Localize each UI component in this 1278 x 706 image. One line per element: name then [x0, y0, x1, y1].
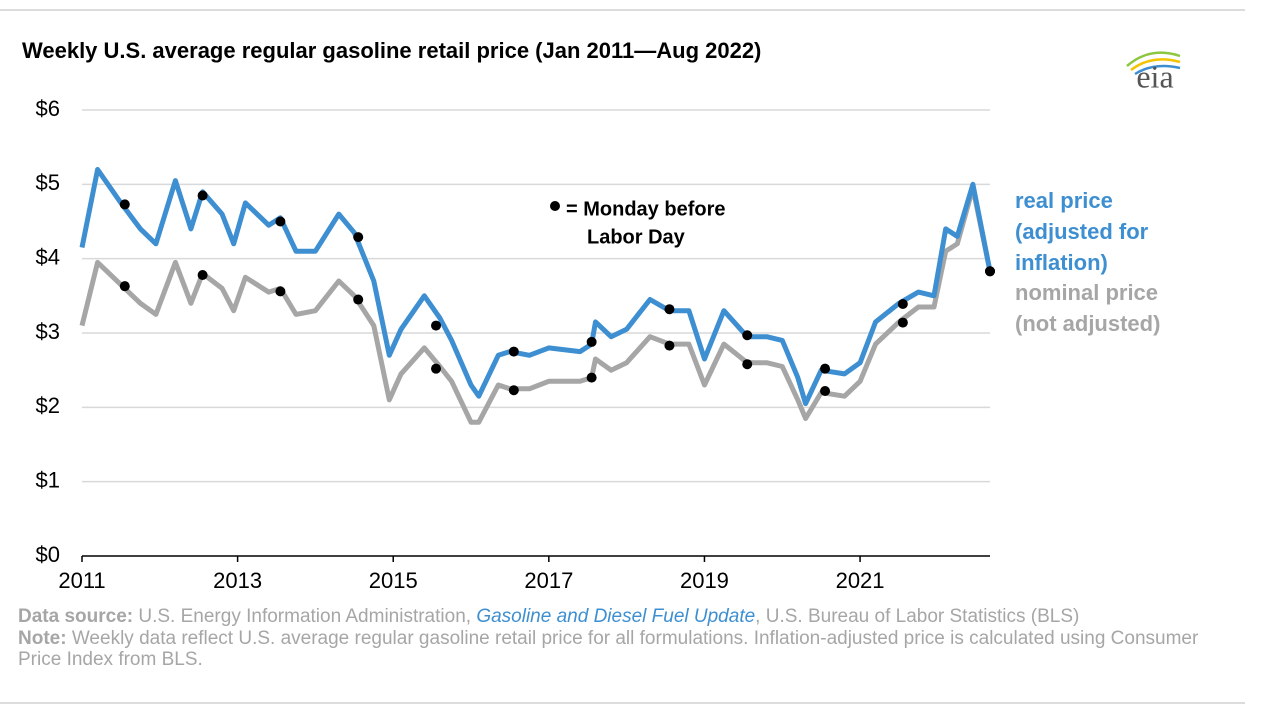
labor-day-marker: [742, 330, 753, 341]
labor-day-marker: [119, 281, 130, 292]
x-tick-label: 2015: [369, 568, 418, 593]
labor-day-marker: [431, 320, 442, 331]
y-tick-label: $4: [36, 244, 60, 269]
labor-day-marker: [508, 346, 519, 357]
labor-day-marker: [431, 363, 442, 374]
labor-day-marker: [353, 232, 364, 243]
labor-day-marker: [664, 340, 675, 351]
y-tick-label: $3: [36, 319, 60, 344]
labor-day-marker: [820, 363, 831, 374]
source: Data source: U.S. Energy Information Adm…: [18, 606, 1228, 628]
labor-day-marker: [742, 359, 753, 370]
logo-arc: [1134, 64, 1181, 76]
x-tick-label: 2021: [836, 568, 885, 593]
logo-arc: [1126, 51, 1181, 67]
labor-day-marker: [508, 385, 519, 396]
x-tick-label: 2017: [524, 568, 573, 593]
annotation: = Monday before: [566, 198, 725, 220]
labor-day-marker: [897, 299, 908, 310]
y-tick-label: $5: [36, 170, 60, 195]
labor-day-marker: [664, 304, 675, 315]
series-line: [79, 167, 993, 407]
annotation: Labor Day: [587, 226, 686, 248]
labor-day-marker: [985, 266, 995, 277]
legend-real: real price (adjusted for inflation): [1015, 188, 1149, 275]
logo-arc: [1130, 58, 1181, 72]
labor-day-marker: [897, 317, 908, 328]
y-tick-label: $6: [36, 96, 60, 121]
source-link[interactable]: Gasoline and Diesel Fuel Update: [476, 606, 756, 627]
logo: eia: [1126, 51, 1181, 94]
labor-day-marker: [119, 199, 130, 210]
source-text: U.S. Energy Information Administration,: [133, 606, 477, 627]
note-text: Weekly data reflect U.S. average regular…: [18, 627, 1199, 671]
y-tick-label: $0: [36, 542, 60, 567]
x-tick-label: 2019: [680, 568, 729, 593]
labor-day-marker: [275, 286, 286, 297]
labor-day-marker: [820, 385, 831, 396]
series-line: [79, 185, 993, 425]
labor-day-marker: [275, 216, 286, 227]
chart-title: Weekly U.S. average regular gasoline ret…: [22, 38, 761, 63]
x-tick-label: 2011: [58, 568, 105, 593]
note-label: Note:: [18, 627, 67, 649]
labor-day-marker: [353, 294, 364, 305]
logo-text: eia: [1136, 58, 1173, 94]
labor-day-marker: [586, 372, 597, 383]
footnote: Data source: U.S. Energy Information Adm…: [18, 606, 1228, 671]
y-tick-label: $2: [36, 393, 60, 418]
y-tick-label: $1: [36, 467, 60, 492]
x-tick-label: 2013: [213, 568, 262, 593]
source-label: Data source:: [18, 606, 134, 627]
labor-day-marker: [197, 270, 208, 281]
note: Note: Weekly data reflect U.S. average r…: [18, 628, 1228, 671]
labor-day-marker: [586, 336, 597, 347]
labor-day-marker: [197, 190, 208, 201]
source-text: , U.S. Bureau of Labor Statistics (BLS): [755, 606, 1080, 627]
annotation-dot: [550, 201, 560, 211]
legend-nominal: nominal price (not adjusted): [1015, 280, 1161, 336]
